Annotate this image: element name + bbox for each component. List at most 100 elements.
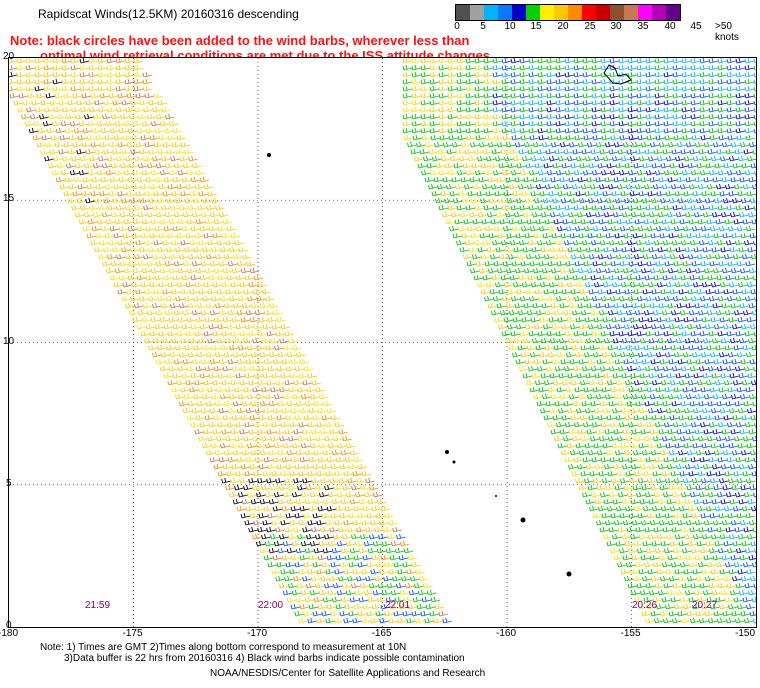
- wind-barb: [589, 344, 600, 351]
- wind-barb: [193, 344, 203, 351]
- wind-barb: [115, 85, 126, 92]
- wind-barb: [582, 330, 593, 337]
- wind-barb: [145, 225, 156, 232]
- wind-barb: [327, 540, 338, 547]
- wind-barb: [744, 58, 755, 64]
- wind-barb: [737, 190, 748, 197]
- wind-barb: [653, 148, 664, 155]
- wind-barb: [636, 365, 646, 372]
- wind-barb: [211, 344, 221, 351]
- wind-barb: [723, 575, 733, 582]
- wind-barb: [743, 274, 754, 281]
- wind-barb: [402, 64, 413, 71]
- wind-barb: [483, 71, 494, 78]
- wind-barb: [634, 218, 645, 225]
- wind-barb: [679, 596, 690, 603]
- wind-barb: [728, 603, 738, 610]
- wind-barb: [744, 239, 754, 246]
- wind-barb: [675, 498, 686, 505]
- wind-barb: [502, 134, 513, 141]
- wind-barb: [602, 225, 612, 232]
- wind-barb: [170, 253, 180, 260]
- wind-barb: [252, 484, 262, 491]
- wind-barb: [702, 155, 712, 162]
- wind-barb: [611, 190, 622, 197]
- wind-barb: [97, 78, 108, 85]
- wind-barb: [537, 106, 548, 113]
- wind-barb: [393, 561, 404, 568]
- wind-barb: [549, 155, 559, 162]
- wind-barb: [243, 435, 253, 442]
- wind-barb: [357, 610, 368, 617]
- wind-barb: [248, 428, 258, 435]
- wind-barb: [94, 99, 104, 106]
- wind-barb: [164, 309, 175, 316]
- wind-barb: [298, 617, 308, 624]
- wind-barb: [523, 176, 534, 183]
- wind-barb: [50, 134, 61, 141]
- wind-barb: [635, 435, 645, 442]
- wind-barb: [518, 148, 529, 155]
- wind-barb: [61, 64, 72, 71]
- wind-barb: [313, 400, 324, 407]
- wind-barb: [243, 288, 253, 295]
- wind-barb: [239, 379, 249, 386]
- wind-barb: [546, 64, 557, 71]
- wind-barb: [631, 428, 642, 435]
- wind-barb: [139, 148, 149, 155]
- wind-barb: [636, 58, 647, 64]
- wind-barb: [735, 365, 745, 372]
- wind-barb: [109, 127, 120, 134]
- wind-barb: [153, 288, 163, 295]
- wind-barb: [712, 589, 722, 596]
- wind-barb: [69, 120, 80, 127]
- wind-barb: [675, 246, 686, 253]
- wind-barb: [110, 260, 121, 267]
- wind-barb: [711, 498, 722, 505]
- wind-barb: [161, 302, 171, 309]
- wind-barb: [648, 281, 658, 288]
- wind-barb: [625, 470, 636, 477]
- wind-barb: [254, 407, 265, 414]
- wind-barb: [253, 470, 264, 477]
- wind-barb: [274, 442, 284, 449]
- wind-barb: [213, 414, 224, 421]
- wind-barb: [438, 85, 449, 92]
- wind-barb: [713, 358, 724, 365]
- wind-barb: [664, 169, 674, 176]
- wind-barb: [60, 120, 71, 127]
- wind-barb: [199, 421, 210, 428]
- wind-barb: [285, 512, 296, 519]
- wind-barb: [171, 239, 181, 246]
- wind-barb: [588, 197, 598, 204]
- wind-barb: [617, 183, 627, 190]
- wind-barb: [556, 386, 567, 393]
- wind-barb: [688, 470, 699, 477]
- wind-barb: [672, 58, 683, 64]
- wind-barb: [371, 505, 382, 512]
- wind-barb: [748, 176, 756, 183]
- wind-barb: [289, 568, 299, 575]
- wind-barb: [555, 120, 566, 127]
- wind-barb: [306, 435, 316, 442]
- wind-barb: [722, 267, 732, 274]
- wind-barb: [740, 519, 750, 526]
- wind-barb: [534, 197, 544, 204]
- wind-barb: [557, 190, 568, 197]
- wind-barb: [546, 365, 556, 372]
- wind-barb: [685, 302, 696, 309]
- wind-barb: [570, 197, 580, 204]
- wind-barb: [257, 281, 268, 288]
- wind-barb: [646, 547, 656, 554]
- wind-barb: [638, 351, 648, 358]
- wind-barb: [379, 519, 389, 526]
- wind-barb: [465, 92, 476, 99]
- wind-barb: [583, 260, 594, 267]
- wind-barb: [270, 337, 280, 344]
- wind-barb: [349, 547, 360, 554]
- wind-barb: [399, 540, 410, 547]
- wind-barb: [503, 190, 514, 197]
- wind-barb: [659, 358, 670, 365]
- wind-barb: [648, 407, 658, 414]
- pass-time: 22:00: [258, 600, 284, 611]
